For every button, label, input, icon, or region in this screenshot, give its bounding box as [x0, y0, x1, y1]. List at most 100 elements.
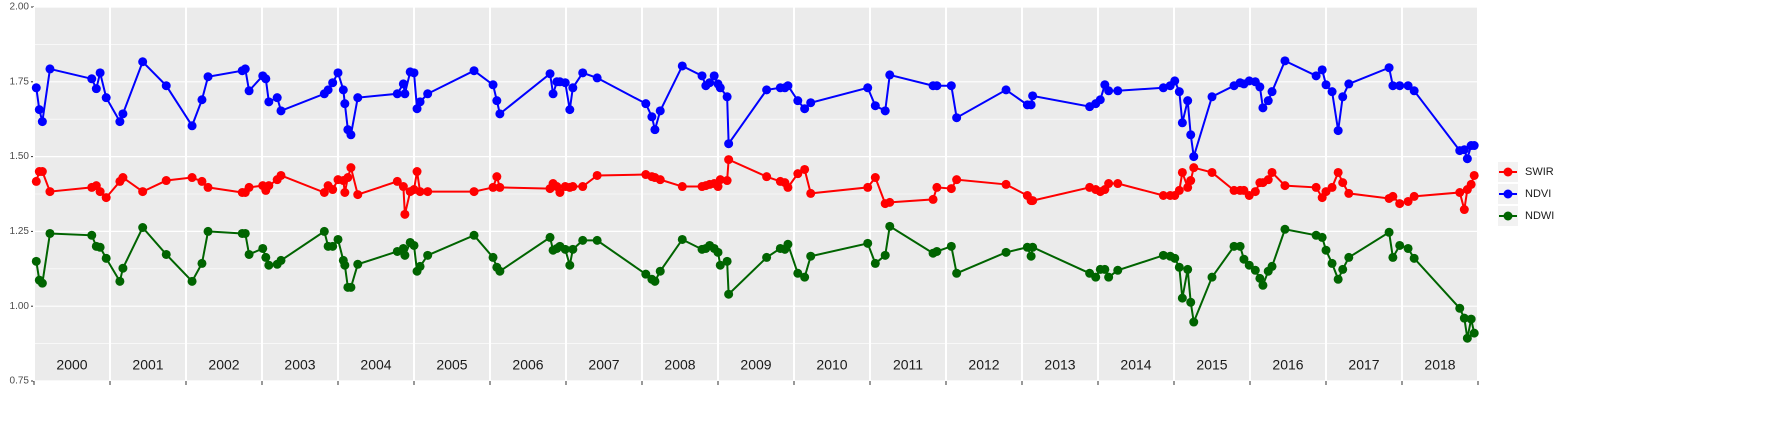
point	[1207, 272, 1217, 282]
point	[1321, 80, 1331, 90]
point	[885, 70, 895, 80]
point	[677, 234, 687, 244]
point	[1177, 118, 1187, 128]
point	[932, 246, 942, 256]
point	[1177, 293, 1187, 303]
point	[1235, 241, 1245, 251]
point	[1189, 163, 1199, 173]
point	[319, 226, 329, 236]
point	[423, 250, 433, 260]
point	[1028, 242, 1038, 252]
point	[353, 190, 363, 200]
point	[1104, 272, 1114, 282]
y-tick-label: 0.75	[10, 376, 30, 387]
point	[1327, 258, 1337, 268]
y-tick-label: 2.00	[10, 2, 30, 13]
point	[1344, 79, 1354, 89]
point	[1403, 243, 1413, 253]
point	[1388, 81, 1398, 91]
point	[272, 93, 282, 103]
point	[138, 187, 148, 197]
point	[1338, 264, 1348, 274]
point	[806, 251, 816, 261]
point	[412, 167, 422, 177]
point	[1466, 314, 1476, 324]
point	[398, 182, 408, 192]
point	[101, 93, 111, 103]
point	[1186, 130, 1196, 140]
point	[793, 169, 803, 179]
point	[952, 113, 962, 123]
point	[95, 68, 105, 78]
point	[1462, 154, 1472, 164]
point	[641, 99, 651, 109]
point	[45, 64, 55, 74]
point	[592, 235, 602, 245]
point	[568, 83, 578, 93]
point	[392, 176, 402, 186]
point	[400, 89, 410, 99]
point	[1388, 191, 1398, 201]
point	[1189, 152, 1199, 162]
point	[592, 170, 602, 180]
point	[1001, 247, 1011, 257]
point	[885, 221, 895, 231]
point	[555, 188, 565, 198]
point	[655, 106, 665, 116]
point	[31, 176, 41, 186]
point	[1158, 83, 1168, 93]
point	[870, 101, 880, 111]
point	[1189, 317, 1199, 327]
point	[37, 117, 47, 127]
point	[161, 81, 171, 91]
point	[1388, 252, 1398, 262]
point	[932, 182, 942, 192]
point	[1183, 96, 1193, 106]
point	[1333, 126, 1343, 136]
point	[724, 155, 734, 165]
point	[1250, 265, 1260, 275]
point	[400, 209, 410, 219]
year-label: 2016	[1272, 357, 1303, 373]
point	[328, 78, 338, 88]
point	[203, 226, 213, 236]
point	[258, 243, 268, 253]
point	[713, 182, 723, 192]
point	[578, 182, 588, 192]
point	[1409, 86, 1419, 96]
year-label: 2012	[968, 357, 999, 373]
point	[715, 175, 725, 185]
point	[343, 173, 353, 183]
point	[863, 182, 873, 192]
point	[423, 89, 433, 99]
point	[863, 83, 873, 93]
point	[115, 276, 125, 286]
point	[1026, 100, 1036, 110]
point	[1403, 81, 1413, 91]
point	[1091, 272, 1101, 282]
point	[592, 73, 602, 83]
point	[31, 83, 41, 93]
point	[946, 184, 956, 194]
legend-point	[1503, 189, 1513, 199]
point	[34, 105, 44, 115]
point	[677, 61, 687, 71]
point	[952, 268, 962, 278]
point	[952, 175, 962, 185]
point	[319, 188, 329, 198]
year-label: 2008	[664, 357, 695, 373]
year-label: 2003	[284, 357, 315, 373]
y-tick-label: 1.75	[10, 76, 30, 87]
point	[1333, 274, 1343, 284]
point	[118, 263, 128, 273]
legend-point	[1503, 211, 1513, 221]
point	[946, 81, 956, 91]
point	[323, 85, 333, 95]
point	[118, 173, 128, 183]
point	[1311, 71, 1321, 81]
point	[1104, 86, 1114, 96]
point	[240, 64, 250, 74]
point	[1311, 182, 1321, 192]
point	[415, 187, 425, 197]
point	[328, 185, 338, 195]
